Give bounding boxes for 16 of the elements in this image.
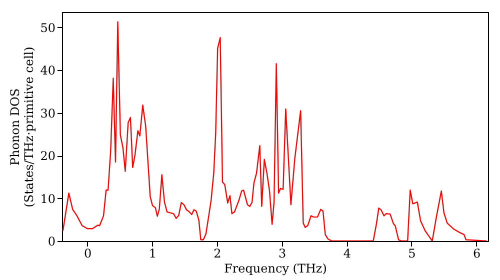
y-tick-label: 40: [40, 64, 56, 78]
y-tick-label: 20: [40, 149, 56, 164]
line-series: [62, 21, 488, 241]
x-tick-label: 2: [214, 246, 222, 260]
x-tick-label: 6: [473, 246, 481, 260]
x-tick-label: 0: [84, 246, 92, 260]
y-tick-label: 50: [40, 20, 56, 35]
x-tick-label: 1: [148, 246, 156, 260]
x-axis-title: Frequency (THz): [224, 262, 327, 276]
x-tick-label: 5: [408, 246, 416, 260]
y-tick-label: 10: [40, 192, 56, 206]
y-axis-title: Phonon DOS (States/THz·primitive cell): [8, 46, 36, 208]
y-tick-label: 30: [40, 106, 56, 120]
y-tick-label: 0: [48, 234, 56, 248]
x-tick-label: 3: [278, 246, 286, 260]
x-tick-label: 4: [343, 246, 352, 260]
